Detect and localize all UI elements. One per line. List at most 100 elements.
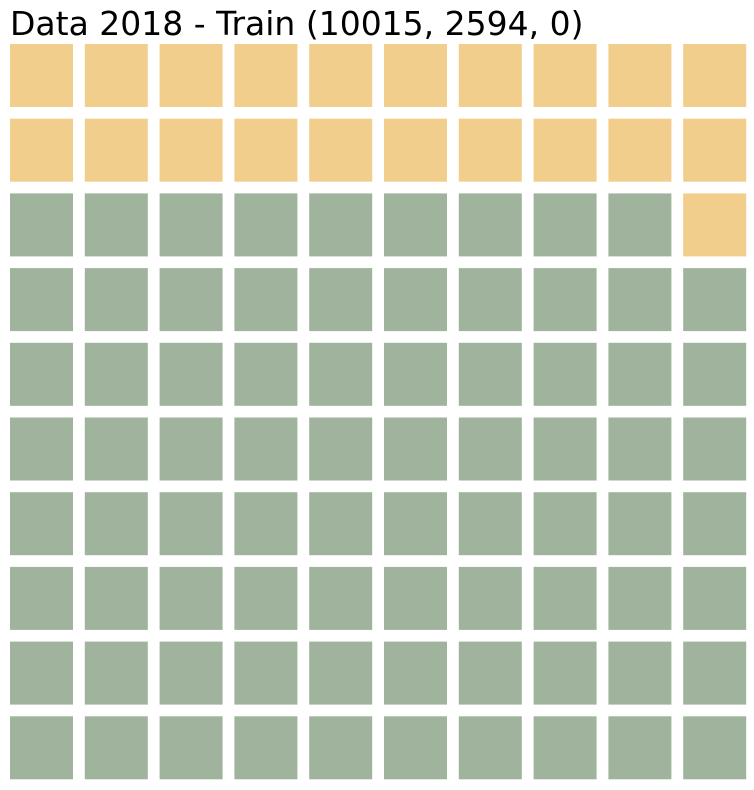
waffle-cell: [159, 118, 223, 182]
waffle-cell: [234, 566, 298, 630]
waffle-cell: [683, 417, 747, 481]
waffle-cell: [309, 716, 373, 780]
waffle-cell: [458, 417, 522, 481]
chart-title: Data 2018 - Train (10015, 2594, 0): [10, 4, 584, 43]
waffle-cell: [84, 716, 148, 780]
waffle-cell: [608, 566, 672, 630]
waffle-cell: [10, 417, 73, 481]
waffle-cell: [683, 342, 747, 406]
waffle-cell: [533, 716, 597, 780]
waffle-cell: [84, 566, 148, 630]
waffle-cell: [84, 641, 148, 705]
waffle-cell: [458, 268, 522, 332]
waffle-cell: [309, 566, 373, 630]
waffle-cell: [84, 44, 148, 107]
waffle-cell: [159, 566, 223, 630]
waffle-cell: [458, 492, 522, 556]
waffle-cell: [533, 566, 597, 630]
waffle-cell: [608, 268, 672, 332]
waffle-cell: [234, 118, 298, 182]
waffle-cell: [533, 193, 597, 257]
waffle-cell: [234, 641, 298, 705]
waffle-cell: [159, 268, 223, 332]
waffle-cell: [683, 641, 747, 705]
waffle-cell: [533, 641, 597, 705]
waffle-cell: [234, 342, 298, 406]
waffle-cell: [608, 193, 672, 257]
waffle-cell: [384, 492, 447, 556]
waffle-cell: [159, 44, 223, 107]
waffle-cell: [84, 417, 148, 481]
waffle-cell: [608, 492, 672, 556]
waffle-cell: [159, 716, 223, 780]
waffle-cell: [10, 566, 73, 630]
waffle-cell: [384, 44, 447, 107]
waffle-cell: [159, 342, 223, 406]
waffle-cell: [10, 641, 73, 705]
waffle-cell: [309, 268, 373, 332]
waffle-cell: [608, 44, 672, 107]
waffle-cell: [683, 566, 747, 630]
waffle-cell: [533, 492, 597, 556]
waffle-cell: [234, 193, 298, 257]
waffle-cell: [309, 118, 373, 182]
waffle-cell: [309, 417, 373, 481]
waffle-cell: [533, 44, 597, 107]
waffle-cell: [458, 716, 522, 780]
waffle-cell: [533, 417, 597, 481]
waffle-cell: [458, 193, 522, 257]
waffle-cell: [458, 641, 522, 705]
waffle-cell: [384, 716, 447, 780]
waffle-cell: [458, 566, 522, 630]
waffle-cell: [234, 417, 298, 481]
waffle-cell: [84, 342, 148, 406]
waffle-cell: [683, 44, 747, 107]
waffle-cell: [384, 118, 447, 182]
waffle-cell: [10, 342, 73, 406]
waffle-cell: [458, 44, 522, 107]
waffle-cell: [384, 193, 447, 257]
waffle-cell: [683, 716, 747, 780]
waffle-cell: [309, 44, 373, 107]
waffle-cell: [10, 492, 73, 556]
waffle-cell: [683, 193, 747, 257]
waffle-cell: [608, 716, 672, 780]
waffle-cell: [309, 641, 373, 705]
waffle-cell: [533, 268, 597, 332]
waffle-cell: [384, 641, 447, 705]
waffle-cell: [159, 492, 223, 556]
waffle-cell: [458, 118, 522, 182]
waffle-cell: [533, 342, 597, 406]
waffle-cell: [683, 268, 747, 332]
waffle-cell: [309, 342, 373, 406]
waffle-cell: [384, 342, 447, 406]
waffle-cell: [10, 118, 73, 182]
waffle-cell: [234, 492, 298, 556]
waffle-cell: [10, 193, 73, 257]
waffle-cell: [683, 492, 747, 556]
waffle-cell: [234, 44, 298, 107]
waffle-cell: [159, 417, 223, 481]
waffle-cell: [84, 193, 148, 257]
waffle-cell: [533, 118, 597, 182]
waffle-cell: [608, 641, 672, 705]
waffle-cell: [159, 193, 223, 257]
waffle-cell: [10, 716, 73, 780]
waffle-cell: [10, 268, 73, 332]
waffle-cell: [84, 492, 148, 556]
waffle-cell: [84, 268, 148, 332]
waffle-cell: [683, 118, 747, 182]
waffle-cell: [234, 268, 298, 332]
waffle-cell: [384, 268, 447, 332]
waffle-cell: [608, 417, 672, 481]
waffle-cell: [159, 641, 223, 705]
waffle-cell: [608, 118, 672, 182]
waffle-cell: [10, 44, 73, 107]
waffle-cell: [458, 342, 522, 406]
waffle-cell: [608, 342, 672, 406]
waffle-cell: [309, 492, 373, 556]
waffle-cell: [234, 716, 298, 780]
waffle-cell: [384, 566, 447, 630]
waffle-cell: [309, 193, 373, 257]
